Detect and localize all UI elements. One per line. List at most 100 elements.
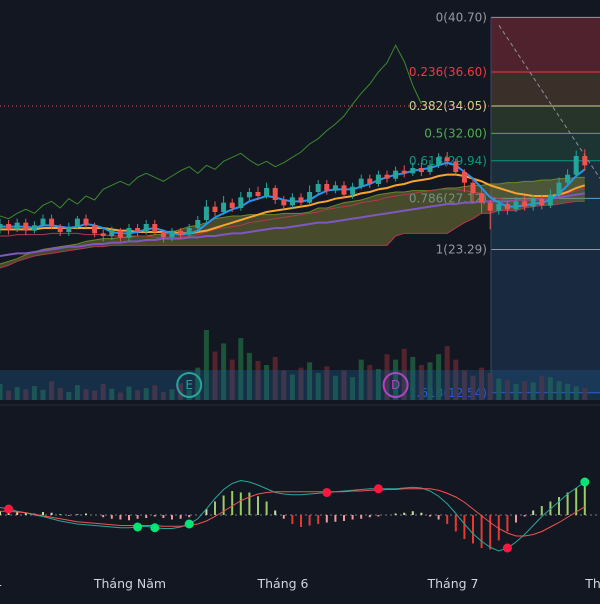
candle-body xyxy=(49,218,55,227)
volume-bar xyxy=(530,382,536,400)
candle-body xyxy=(461,172,467,183)
volume-bar xyxy=(487,373,493,400)
volume-bar xyxy=(14,387,20,400)
volume-bar xyxy=(315,373,321,400)
candle-body xyxy=(350,186,356,195)
volume-bar xyxy=(436,354,442,400)
candle-body xyxy=(307,192,313,203)
volume-bar xyxy=(496,378,502,400)
candle-body xyxy=(203,206,209,220)
fib-level-label: 1(23.29) xyxy=(436,242,487,256)
volume-bar xyxy=(522,381,528,400)
volume-bar xyxy=(504,379,510,400)
volume-bar xyxy=(470,375,476,400)
buy-signal-dot xyxy=(150,523,160,533)
volume-bar xyxy=(83,389,89,400)
volume-bar xyxy=(444,346,450,400)
fib-zone xyxy=(491,72,600,106)
candle-body xyxy=(31,225,37,231)
volume-bar xyxy=(49,381,55,400)
candle-body xyxy=(229,202,235,208)
volume-bar xyxy=(289,374,295,400)
oscillator-macd-line xyxy=(0,479,586,552)
volume-bar xyxy=(341,370,347,400)
candle-body xyxy=(246,192,252,198)
candle-body xyxy=(358,178,364,187)
volume-bar xyxy=(178,383,184,400)
candle-body xyxy=(496,204,502,211)
volume-bar xyxy=(427,362,433,400)
volume-bar xyxy=(169,389,175,400)
candle-body xyxy=(332,185,338,191)
volume-bar xyxy=(238,338,244,400)
candle-body xyxy=(100,233,106,236)
event-marker-label: D xyxy=(391,378,400,392)
volume-bar xyxy=(221,343,227,400)
candle-body xyxy=(83,218,89,226)
fib-level-label: 0(40.70) xyxy=(436,10,487,24)
volume-bar xyxy=(324,366,330,400)
volume-bar xyxy=(573,386,579,400)
candle-body xyxy=(66,226,72,232)
volume-bar xyxy=(100,383,106,400)
candle-body xyxy=(324,184,330,191)
volume-bar xyxy=(272,356,278,400)
candle-body xyxy=(14,222,20,230)
candle-body xyxy=(57,226,63,232)
volume-bar xyxy=(513,383,519,400)
volume-bar xyxy=(160,391,166,400)
volume-bar xyxy=(410,356,416,400)
volume-bar xyxy=(264,365,270,400)
candle-body xyxy=(238,197,244,208)
candle-body xyxy=(504,204,510,210)
candle-body xyxy=(565,174,571,183)
volume-bar xyxy=(109,388,115,400)
candle-body xyxy=(255,192,261,196)
volume-bar xyxy=(246,352,252,400)
candle-body xyxy=(556,182,562,195)
volume-bar xyxy=(203,330,209,400)
volume-bar xyxy=(582,387,588,400)
volume-bar xyxy=(547,377,553,400)
event-marker[interactable] xyxy=(382,372,409,398)
sell-signal-dot xyxy=(4,504,14,514)
volume-bar xyxy=(126,386,132,400)
volume-bar xyxy=(393,359,399,400)
candle-body xyxy=(384,174,390,179)
candle-body xyxy=(221,202,227,212)
volume-bar xyxy=(6,390,12,400)
sell-signal-dot xyxy=(373,484,383,494)
candle-body xyxy=(573,156,579,175)
volume-bar xyxy=(57,387,63,400)
oscillator-signal-line xyxy=(0,488,586,537)
fib-zone xyxy=(491,106,600,134)
cloud-bottom-line xyxy=(0,200,585,269)
volume-bar xyxy=(143,388,149,400)
sell-signal-dot xyxy=(322,488,332,497)
fib-level-label: 0.236(36.60) xyxy=(409,65,487,79)
volume-bar xyxy=(332,375,338,400)
fib-zone xyxy=(491,133,600,161)
fib-zone xyxy=(491,249,600,393)
volume-bar xyxy=(461,370,467,400)
candle-body xyxy=(135,228,141,232)
volume-bar xyxy=(152,385,158,400)
fib-level-label: 0.5(32.00) xyxy=(424,126,487,140)
fib-zone xyxy=(491,17,600,72)
candle-body xyxy=(160,232,166,238)
volume-ma-area xyxy=(0,370,600,400)
x-axis-tick-label: Tháng 7 xyxy=(426,576,478,591)
ma-slow-line xyxy=(0,192,585,257)
candle-body xyxy=(487,202,493,211)
x-axis-tick-label: Tháng Năm xyxy=(93,576,166,591)
candle-body xyxy=(315,184,321,192)
event-marker[interactable] xyxy=(176,372,203,398)
candle-body xyxy=(418,168,424,172)
candle-body xyxy=(272,188,278,200)
candle-body xyxy=(410,168,416,174)
candle-body xyxy=(453,161,459,172)
candle-body xyxy=(109,230,115,236)
fib-trend-line xyxy=(498,25,600,179)
candle-body xyxy=(0,224,3,228)
